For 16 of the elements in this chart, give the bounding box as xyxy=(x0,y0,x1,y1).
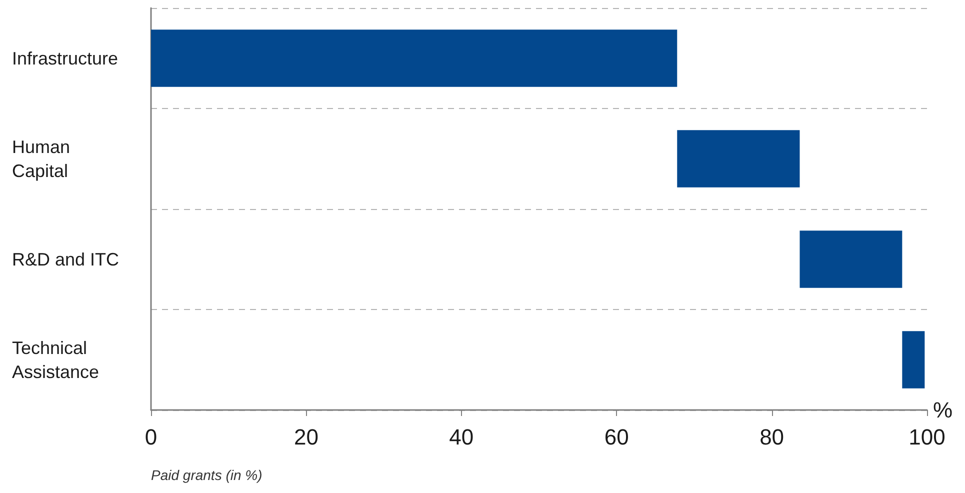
x-tick-label: 0 xyxy=(144,424,158,450)
x-tick-label: 80 xyxy=(760,424,784,450)
text: Paid grants (in %) xyxy=(151,467,262,483)
bar xyxy=(677,130,800,188)
x-tick-label: 100 xyxy=(908,424,946,450)
x-tick-label: 60 xyxy=(604,424,629,450)
y-tick-label: Human Capital xyxy=(12,136,76,181)
y-tick-label: R&D and ITC xyxy=(12,249,120,270)
y-tick-label: Technical Assistance xyxy=(12,338,100,382)
x-tick-label: 40 xyxy=(449,424,474,450)
bar xyxy=(151,30,678,87)
x-tick-label: 20 xyxy=(294,424,318,450)
bar xyxy=(902,331,925,388)
x-axis-title: % xyxy=(933,398,953,422)
bar xyxy=(800,230,902,288)
y-tick-label: Infrastructure xyxy=(12,48,118,68)
